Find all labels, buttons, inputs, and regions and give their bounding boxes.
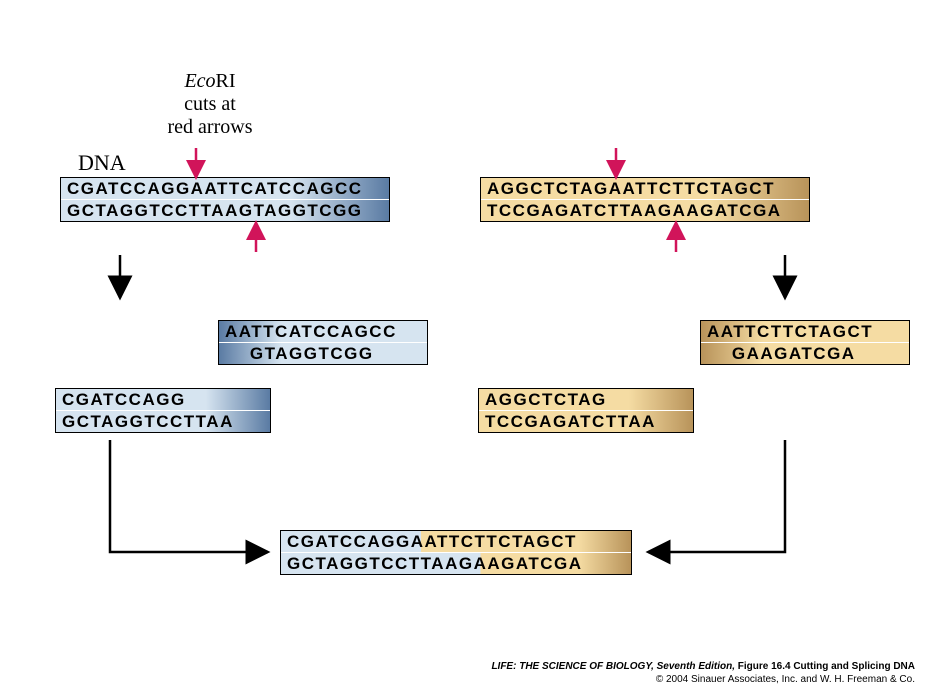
seq-text: GCTAGGTCCTTAA	[287, 554, 459, 573]
dna-block-blue-left-frag: CGATCCAGG GCTAGGTCCTTAA	[55, 388, 271, 433]
dna-block-blue-right-frag: AATTCATCCAGCC GTAGGTCGG	[218, 320, 428, 365]
seq-text: TCCGAGATCTTAA	[485, 412, 656, 432]
seq-text: GAAGATCGA	[707, 344, 856, 364]
seq-text: GTAGGTCGG	[225, 344, 374, 364]
seq-text: CGATCCAGG	[287, 532, 411, 551]
seq-text: AATTCATCCAGCC	[225, 322, 397, 342]
credit-text: LIFE: THE SCIENCE OF BIOLOGY, Seventh Ed…	[491, 660, 915, 686]
seq-text: GCTAGGTCCTTAA	[62, 412, 234, 432]
flow-arrow-icon	[648, 440, 785, 552]
seq-text: GCTAGGTCCTTAAGTAGGTCGG	[67, 201, 363, 221]
seq-text: AGGCTCTAGAATTCTTCTAGCT	[487, 179, 775, 199]
dna-block-recombinant: CGATCCAGGAATTCTTCTAGCT GCTAGGTCCTTAAGAAG…	[280, 530, 632, 575]
dna-block-tan-left-frag: AGGCTCTAG TCCGAGATCTTAA	[478, 388, 694, 433]
seq-text: CGATCCAGGAATTCATCCAGCC	[67, 179, 363, 199]
seq-text: TCCGAGATCTTAAGAAGATCGA	[487, 201, 782, 221]
dna-block-blue-full: CGATCCAGGAATTCATCCAGCC GCTAGGTCCTTAAGTAG…	[60, 177, 390, 222]
seq-text: GAAGATCGA	[459, 554, 583, 573]
dna-block-tan-full: AGGCTCTAGAATTCTTCTAGCT TCCGAGATCTTAAGAAG…	[480, 177, 810, 222]
seq-text: AATTCTTCTAGCT	[707, 322, 873, 342]
annotation-text: EcoRI cuts at red arrows	[130, 70, 290, 139]
dna-label: DNA	[78, 150, 126, 176]
dna-block-tan-right-frag: AATTCTTCTAGCT GAAGATCGA	[700, 320, 910, 365]
seq-text: AGGCTCTAG	[485, 390, 607, 410]
seq-text: CGATCCAGG	[62, 390, 186, 410]
seq-text: AATTCTTCTAGCT	[411, 532, 577, 551]
flow-arrow-icon	[110, 440, 268, 552]
